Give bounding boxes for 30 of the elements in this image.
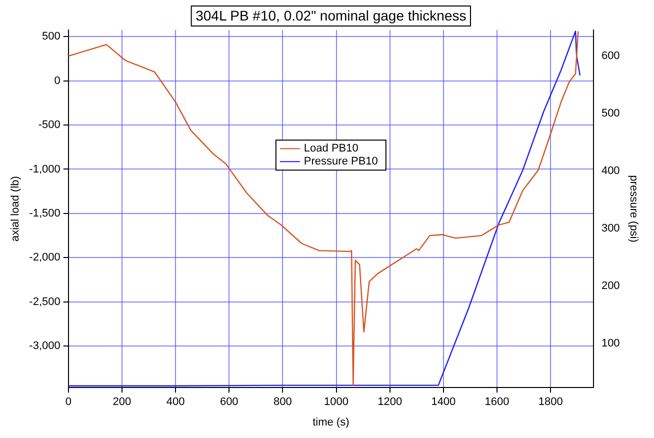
y2-tick-label: 100 <box>601 337 620 350</box>
x-tick-label: 800 <box>274 396 292 408</box>
y2-tick-label: 200 <box>601 280 620 292</box>
y-tick-label: -2,500 <box>29 296 60 308</box>
legend-label: Load PB10 <box>304 142 358 155</box>
x-tick-label: 1600 <box>484 396 510 408</box>
x-tick-label: 600 <box>220 396 238 408</box>
y2-tick-label: 400 <box>601 164 620 177</box>
y2-axis-title: pressure (psi) <box>627 175 640 242</box>
x-tick-label: 1000 <box>324 396 349 408</box>
legend-label: Pressure PB10 <box>304 156 378 168</box>
x-tick-label: 400 <box>166 396 185 408</box>
x-axis-title: time (s) <box>312 416 350 428</box>
x-tick-label: 200 <box>112 396 132 408</box>
y-axis-title: axial load (lb) <box>10 176 22 242</box>
x-tick-label: 1400 <box>431 396 456 408</box>
y2-tick-label: 600 <box>601 50 620 62</box>
y-tick-label: -3,000 <box>29 340 60 352</box>
y2-tick-label: 500 <box>601 107 620 120</box>
chart-title: 304L PB #10, 0.02" nominal gage thickness <box>196 7 466 24</box>
y-tick-label: 500 <box>42 30 60 43</box>
y-tick-label: 0 <box>54 74 60 87</box>
y2-tick-label: 300 <box>601 222 620 234</box>
y-tick-label: -1,000 <box>29 163 60 176</box>
x-tick-label: 1200 <box>378 396 402 408</box>
y-tick-label: -500 <box>38 119 60 132</box>
x-tick-label: 0 <box>65 396 72 408</box>
y-tick-label: -2,000 <box>29 252 60 264</box>
y-tick-label: -1,500 <box>29 207 60 220</box>
x-tick-label: 1800 <box>538 396 563 408</box>
